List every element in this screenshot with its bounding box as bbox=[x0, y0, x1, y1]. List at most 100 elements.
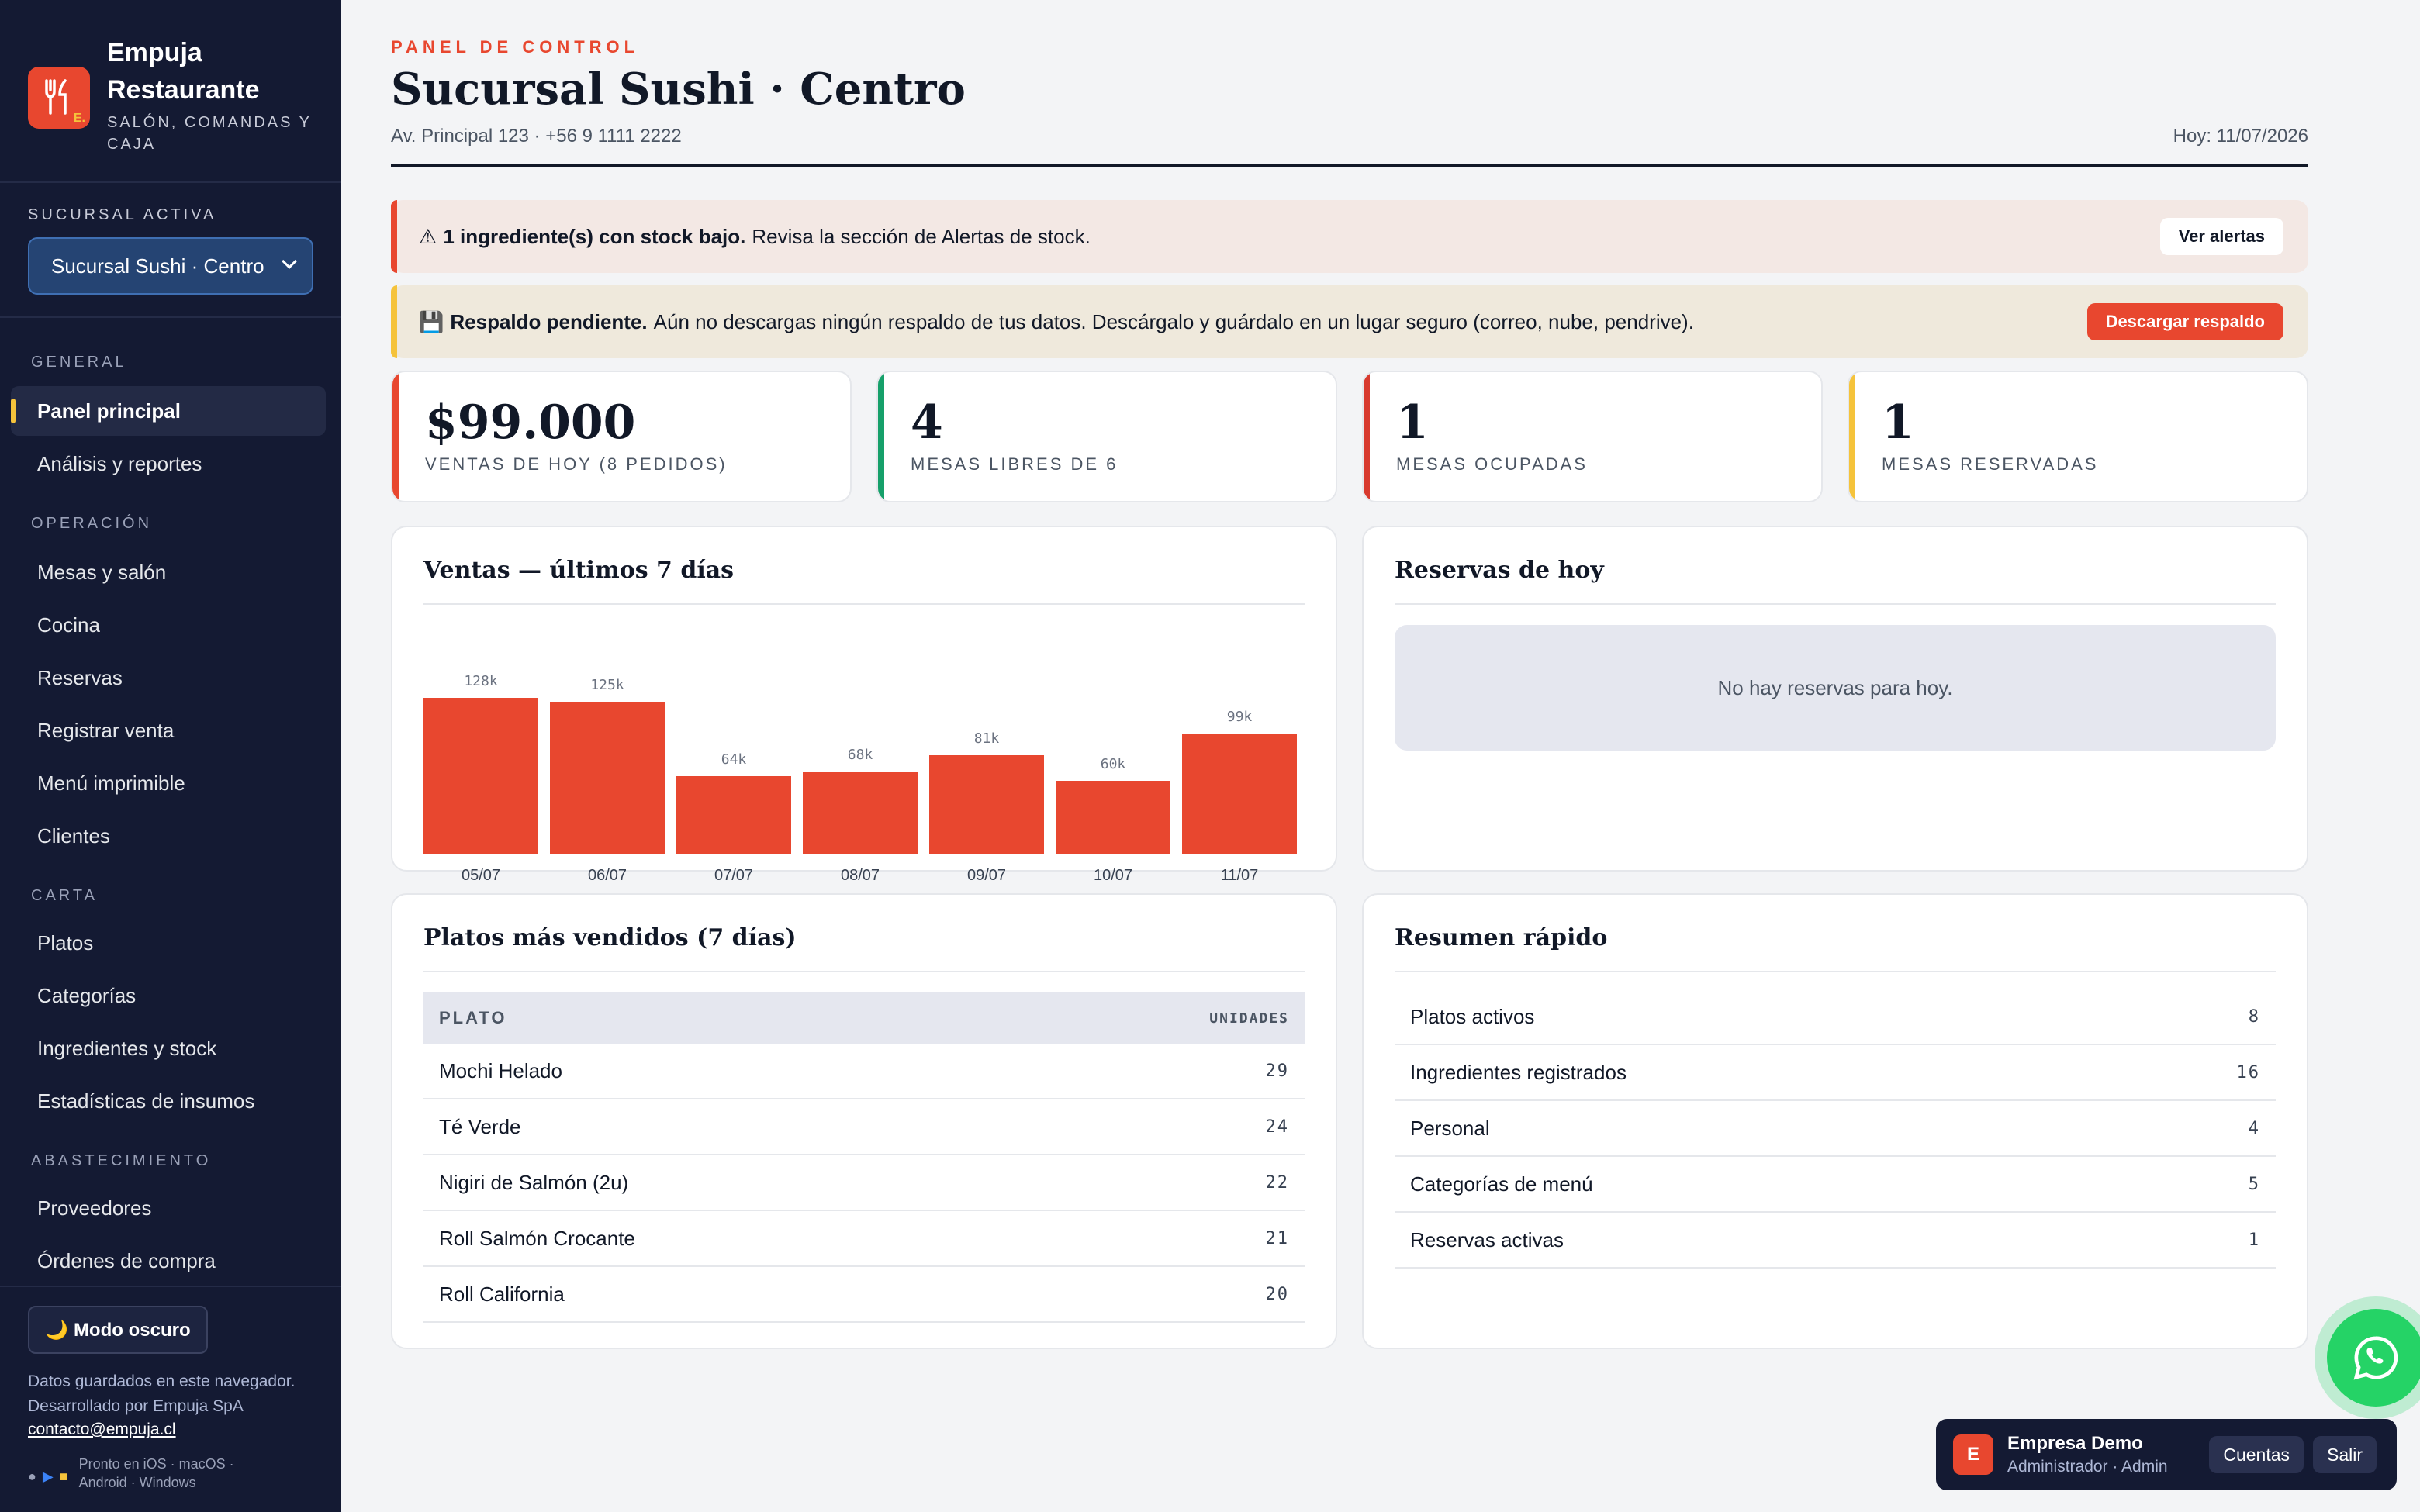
stat-card-sales: $99.000 VENTAS DE HOY (8 PEDIDOS) bbox=[391, 371, 852, 502]
nav-item-menu-imprimible[interactable]: Menú imprimible bbox=[37, 771, 185, 795]
whatsapp-button[interactable] bbox=[2315, 1296, 2420, 1419]
backup-alert-title: Respaldo pendiente. bbox=[450, 309, 648, 333]
summary-label: Reservas activas bbox=[1410, 1227, 1564, 1251]
brand-subtitle: SALÓN, COMANDAS Y CAJA bbox=[107, 114, 312, 153]
dish-name: Mochi Helado bbox=[439, 1058, 562, 1082]
top-dishes-title: Platos más vendidos (7 días) bbox=[424, 924, 797, 951]
stock-alert-text: Revisa la sección de Alertas de stock. bbox=[752, 224, 1091, 248]
summary-row: Reservas activas 1 bbox=[1395, 1213, 2276, 1269]
account-bar: E Empresa Demo Administrador · Admin Cue… bbox=[1936, 1419, 2397, 1490]
bar-value-label: 99k bbox=[1226, 709, 1253, 725]
stat-value: 4 bbox=[911, 395, 943, 450]
brand[interactable]: E. Empuja Restaurante SALÓN, COMANDAS Y … bbox=[28, 34, 340, 155]
stock-alert: ⚠ 1 ingrediente(s) con stock bajo. Revis… bbox=[391, 200, 2308, 273]
nav-item-clientes[interactable]: Clientes bbox=[37, 823, 110, 847]
summary-row: Ingredientes registrados 16 bbox=[1395, 1045, 2276, 1101]
table-row: Té Verde 24 bbox=[424, 1099, 1305, 1155]
backup-alert: 💾 Respaldo pendiente. Aún no descargas n… bbox=[391, 285, 2308, 358]
dish-name: Roll Salmón Crocante bbox=[439, 1226, 635, 1250]
bar-category-label: 10/07 bbox=[1093, 867, 1133, 884]
footer-info: Datos guardados en este navegador. Desar… bbox=[28, 1372, 296, 1415]
chevron-down-icon bbox=[282, 254, 297, 269]
nav-item-mesas[interactable]: Mesas y salón bbox=[37, 560, 167, 584]
stat-label: MESAS RESERVADAS bbox=[1882, 454, 2099, 474]
summary-row: Platos activos 8 bbox=[1395, 989, 2276, 1045]
play-store-icon: ▶ bbox=[42, 1469, 54, 1484]
bar-category-label: 07/07 bbox=[714, 867, 754, 884]
sidebar: E. Empuja Restaurante SALÓN, COMANDAS Y … bbox=[0, 0, 341, 1512]
summary-value: 5 bbox=[2248, 1174, 2260, 1194]
nav-item-platos[interactable]: Platos bbox=[37, 930, 94, 954]
stat-value: 1 bbox=[1396, 395, 1429, 450]
accounts-button[interactable]: Cuentas bbox=[2209, 1436, 2304, 1473]
branch-select-value: Sucursal Sushi · Centro bbox=[51, 254, 264, 278]
logout-button[interactable]: Salir bbox=[2312, 1436, 2377, 1473]
dark-mode-button[interactable]: 🌙 Modo oscuro bbox=[28, 1306, 208, 1354]
sales-bar bbox=[676, 776, 791, 854]
dish-units: 22 bbox=[1265, 1172, 1289, 1193]
nav-section-carta: CARTA bbox=[31, 887, 98, 904]
summary-label: Personal bbox=[1410, 1116, 1490, 1140]
column-header-units: UNIDADES bbox=[1209, 1010, 1289, 1027]
bar-value-label: 125k bbox=[590, 677, 624, 693]
summary-card: Resumen rápido Platos activos 8 Ingredie… bbox=[1362, 893, 2308, 1349]
warning-icon: ⚠ bbox=[419, 224, 437, 248]
sales-bar bbox=[1056, 781, 1170, 854]
dish-name: Nigiri de Salmón (2u) bbox=[439, 1170, 629, 1194]
contact-email-link[interactable]: contacto@empuja.cl bbox=[28, 1421, 176, 1438]
reservations-title: Reservas de hoy bbox=[1395, 557, 1604, 584]
sales-bar bbox=[803, 772, 918, 854]
summary-value: 16 bbox=[2236, 1062, 2260, 1082]
nav-item-categorias[interactable]: Categorías bbox=[37, 983, 137, 1007]
today-date: Hoy: 11/07/2026 bbox=[2173, 126, 2308, 147]
branch-select[interactable]: Sucursal Sushi · Centro bbox=[28, 237, 313, 295]
stock-alert-title: 1 ingrediente(s) con stock bajo. bbox=[443, 224, 746, 248]
stat-card-occupied-tables: 1 MESAS OCUPADAS bbox=[1362, 371, 1823, 502]
sales-bar-chart: 128k 05/07 125k 06/07 64k 07/07 68k 08/07 81k 09/… bbox=[424, 620, 1306, 884]
summary-value: 8 bbox=[2248, 1006, 2260, 1027]
nav-item-estadisticas[interactable]: Estadísticas de insumos bbox=[37, 1089, 255, 1113]
card-rule bbox=[424, 971, 1305, 972]
table-header: PLATO UNIDADES bbox=[424, 992, 1305, 1044]
nav-item-proveedores[interactable]: Proveedores bbox=[37, 1196, 152, 1220]
reservations-card: Reservas de hoy No hay reservas para hoy… bbox=[1362, 526, 2308, 872]
nav-item-panel-principal[interactable]: Panel principal bbox=[11, 386, 326, 436]
bar-category-label: 09/07 bbox=[966, 867, 1007, 884]
branch-label: SUCURSAL ACTIVA bbox=[28, 206, 217, 223]
view-alerts-button[interactable]: Ver alertas bbox=[2159, 218, 2283, 255]
nav-item-registrar-venta[interactable]: Registrar venta bbox=[37, 718, 175, 742]
sales-chart-title: Ventas — últimos 7 días bbox=[424, 557, 735, 584]
dish-units: 21 bbox=[1265, 1228, 1289, 1248]
column-header-dish: PLATO bbox=[439, 1008, 507, 1027]
bar-category-label: 08/07 bbox=[840, 867, 880, 884]
card-rule bbox=[424, 603, 1305, 605]
divider bbox=[0, 181, 341, 183]
download-backup-button[interactable]: Descargar respaldo bbox=[2086, 303, 2283, 340]
bar-category-label: 05/07 bbox=[461, 867, 501, 884]
reservations-empty-state: No hay reservas para hoy. bbox=[1395, 625, 2276, 751]
bar-category-label: 06/07 bbox=[587, 867, 627, 884]
fork-knife-icon bbox=[45, 79, 67, 115]
header-rule bbox=[391, 164, 2308, 167]
nav-section-operacion: OPERACIÓN bbox=[31, 515, 153, 532]
stat-label: VENTAS DE HOY (8 PEDIDOS) bbox=[425, 454, 728, 474]
top-dishes-card: Platos más vendidos (7 días) PLATO UNIDA… bbox=[391, 893, 1337, 1349]
card-rule bbox=[1395, 971, 2276, 972]
nav-item-reservas[interactable]: Reservas bbox=[37, 665, 123, 689]
dish-units: 29 bbox=[1265, 1061, 1289, 1081]
table-row: Mochi Helado 29 bbox=[424, 1044, 1305, 1099]
bar-value-label: 64k bbox=[721, 751, 747, 768]
platforms-text: Pronto en iOS · macOS · Android · Window… bbox=[78, 1456, 234, 1490]
nav-item-cocina[interactable]: Cocina bbox=[37, 613, 100, 637]
nav-item-ordenes-compra[interactable]: Órdenes de compra bbox=[37, 1248, 216, 1272]
avatar: E bbox=[1953, 1434, 1993, 1475]
table-row: Roll Salmón Crocante 21 bbox=[424, 1211, 1305, 1267]
summary-label: Platos activos bbox=[1410, 1004, 1535, 1028]
sales-bar bbox=[550, 702, 665, 854]
stat-value: 1 bbox=[1882, 395, 1914, 450]
nav-item-analisis[interactable]: Análisis y reportes bbox=[37, 451, 202, 475]
sales-chart-card: Ventas — últimos 7 días 128k 05/07 125k 06/… bbox=[391, 526, 1337, 884]
sales-bar bbox=[424, 698, 538, 854]
summary-label: Ingredientes registrados bbox=[1410, 1060, 1627, 1084]
nav-item-ingredientes[interactable]: Ingredientes y stock bbox=[37, 1036, 217, 1060]
